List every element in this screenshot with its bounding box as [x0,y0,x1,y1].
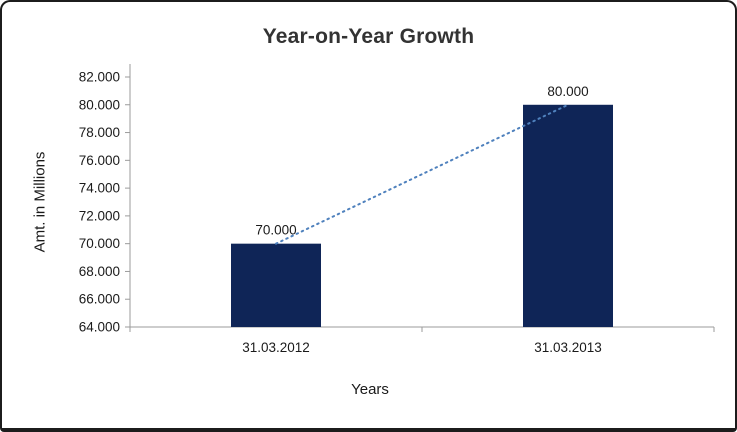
trendline [275,103,569,245]
bar-data-label: 80.000 [547,84,588,99]
y-tick-label: 72.000 [79,208,120,223]
x-axis-title: Years [351,381,389,398]
y-tick-label: 80.000 [79,97,120,112]
chart-title: Year-on-Year Growth [262,25,475,48]
bar-31.03.2013 [523,104,613,328]
y-tick-label: 78.000 [79,125,120,140]
y-tick-label: 66.000 [79,292,120,307]
y-tick-label: 68.000 [79,264,120,279]
x-tick-label: 31.03.2013 [534,340,602,355]
y-tick-label: 70.000 [79,236,120,251]
bar-31.03.2012 [231,243,321,327]
x-tick-label: 31.03.2012 [242,340,310,355]
y-tick-label: 76.000 [79,153,120,168]
bar-data-label: 70.000 [255,223,296,238]
y-tick-label: 64.000 [79,320,120,335]
y-tick-label: 74.000 [79,181,120,196]
y-tick-label: 82.000 [79,70,120,85]
